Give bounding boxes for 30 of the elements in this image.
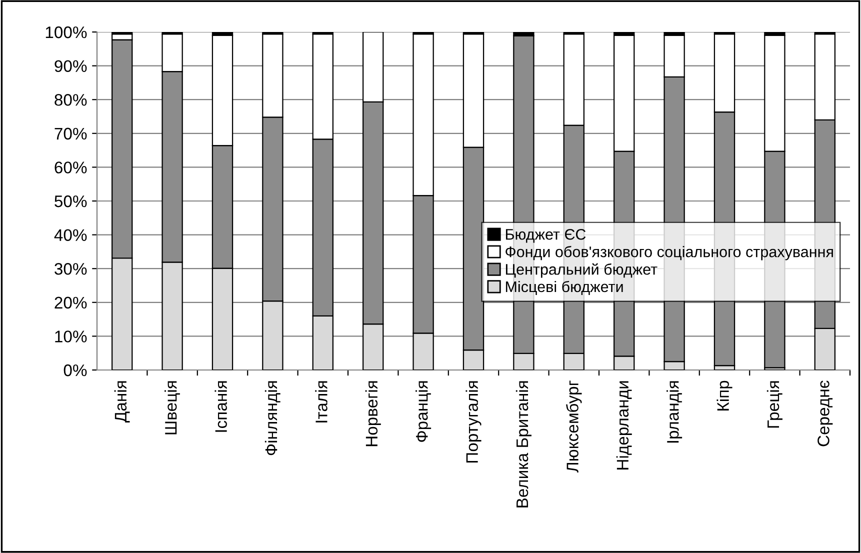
x-tick-label: Кіпр — [716, 380, 732, 410]
y-tick-label: 90% — [54, 60, 87, 72]
x-tick-label: Португалія — [466, 381, 482, 463]
y-tick-label: 0% — [64, 364, 87, 376]
y-tick-label: 10% — [55, 330, 87, 342]
x-tick-label: Іспанія — [214, 381, 227, 432]
legend-label: Місцеві бюджети — [506, 280, 623, 296]
y-tick-label: 50% — [54, 195, 87, 208]
x-tick-label: Швеція — [164, 381, 180, 434]
x-tick-label: Нідерланди — [616, 381, 632, 470]
x-tick-label: Греція — [766, 381, 782, 428]
x-tick-label: Велика Британія — [516, 381, 532, 508]
x-tick-label: Фінляндія — [264, 381, 280, 456]
x-tick-label: Італія — [315, 381, 328, 422]
x-tick-label: Середнє — [818, 380, 833, 446]
x-tick-label: Люксембург — [566, 380, 582, 472]
x-tick-label: Норвегія — [365, 381, 381, 446]
y-tick-label: 60% — [54, 162, 87, 174]
y-tick-label: 100% — [46, 26, 87, 38]
y-tick-label: 20% — [54, 296, 87, 309]
legend-label: Бюджет ЄС — [506, 228, 586, 243]
legend-label: Фонди обов'язкового соціального страхування — [506, 246, 833, 260]
y-tick-label: 40% — [54, 229, 87, 242]
y-tick-label: 30% — [54, 263, 87, 275]
y-tick-label: 70% — [54, 128, 87, 140]
x-tick-label: Данія — [114, 381, 130, 423]
x-tick-label: Ірландія — [666, 381, 682, 443]
y-tick-label: 80% — [54, 94, 87, 106]
x-tick-label: Франція — [416, 381, 432, 442]
legend-label: Центральний бюджет — [506, 263, 658, 278]
